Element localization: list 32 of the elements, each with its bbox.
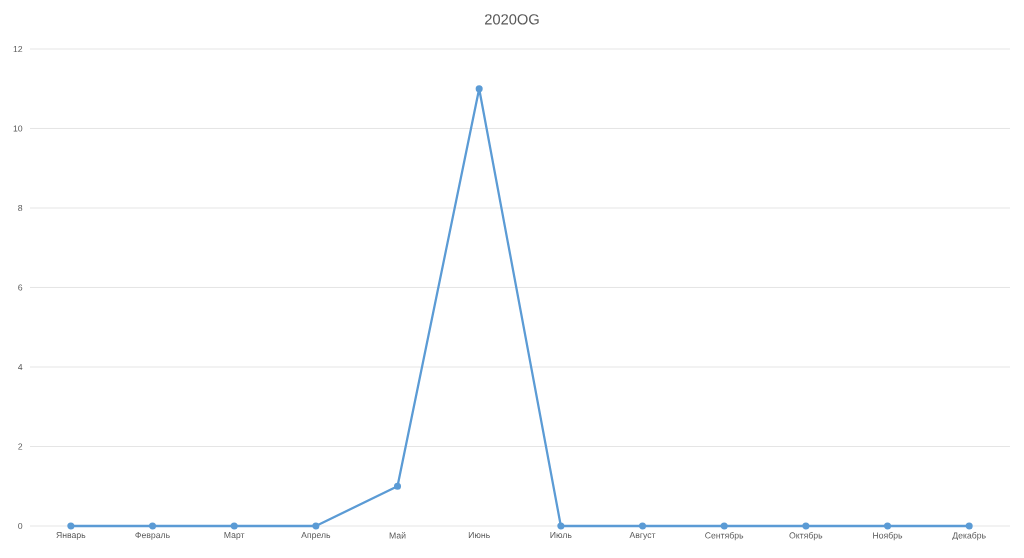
point	[148, 522, 157, 530]
point	[557, 522, 565, 530]
x-tick-label: Февраль	[135, 532, 170, 540]
x-tick-label: Май	[389, 532, 406, 539]
x-tick-label: Декабрь	[952, 532, 986, 541]
x-tick-label: Июнь	[468, 532, 490, 539]
point	[393, 482, 402, 490]
y-tick-label: 0	[18, 522, 23, 530]
x-tick-label: Январь	[56, 532, 86, 540]
x-tick-label: Ноябрь	[873, 532, 903, 541]
x-tick-label: Апрель	[301, 532, 331, 540]
point	[802, 522, 810, 530]
y-tick-label: 6	[18, 284, 23, 291]
point	[965, 522, 973, 530]
y-tick-label: 12	[13, 45, 23, 53]
x-tick-label: Март	[224, 532, 245, 540]
point	[883, 522, 892, 530]
point	[312, 522, 320, 530]
point	[638, 522, 647, 530]
point	[67, 522, 75, 530]
y-tick-label: 10	[13, 125, 23, 132]
y-tick-label: 8	[18, 204, 23, 212]
x-tick-label: Сентябрь	[705, 532, 744, 541]
y-tick-label: 4	[18, 364, 23, 370]
chart-title: 2020OG	[485, 14, 539, 25]
point	[230, 522, 238, 530]
point	[720, 522, 728, 530]
x-tick-label: Август	[629, 532, 656, 540]
y-tick-label: 2	[18, 443, 23, 450]
x-tick-label: Октябрь	[789, 532, 823, 541]
x-tick-label: Июль	[550, 532, 572, 539]
point	[475, 85, 483, 93]
